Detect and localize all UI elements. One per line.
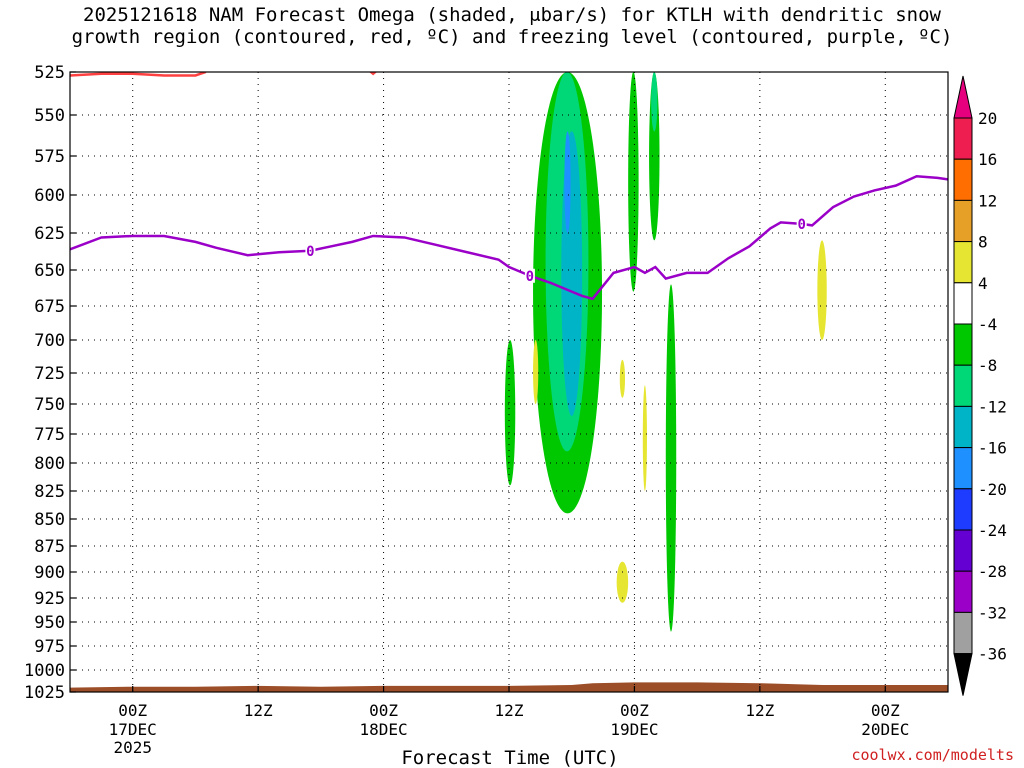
- x-axis-label: Forecast Time (UTC): [401, 747, 618, 768]
- freezing-level-label-0: 0: [306, 244, 314, 260]
- y-tick-label-925: 925: [34, 589, 65, 609]
- colorbar-segment-0: [953, 117, 973, 160]
- omega-region-4: [564, 131, 571, 233]
- x-tick-label-42: 12Z: [495, 701, 524, 720]
- colorbar-label-5: -4: [978, 315, 997, 334]
- colorbar-segment-5: [953, 323, 973, 366]
- title-line-1: 2025121618 NAM Forecast Omega (shaded, μ…: [83, 4, 941, 26]
- x-tick-year-6: 2025: [113, 738, 152, 757]
- colorbar-segment-7: [953, 405, 973, 449]
- watermark: coolwx.com/modelts: [851, 746, 1014, 764]
- x-tick-label-6: 00Z: [118, 701, 147, 720]
- freezing-label-bg-0: [305, 243, 316, 258]
- colorbar-label-3: 8: [978, 233, 988, 252]
- colorbar-label-11: -28: [978, 562, 1007, 581]
- colorbar-segment-1: [953, 158, 973, 201]
- colorbar-label-7: -12: [978, 397, 1007, 416]
- y-tick-label-1000: 1000: [24, 661, 65, 681]
- colorbar-bottom-arrow: [953, 653, 973, 696]
- freezing-level-label-2: 0: [797, 217, 805, 233]
- y-tick-label-725: 725: [34, 364, 65, 384]
- y-tick-label-950: 950: [34, 613, 65, 633]
- freezing-level-line: [70, 175, 948, 301]
- x-tick-date-6: 17DEC: [109, 720, 157, 739]
- colorbar-label-8: -16: [978, 439, 1007, 458]
- y-tick-label-850: 850: [34, 510, 65, 530]
- x-tick-label-66: 12Z: [745, 701, 774, 720]
- dgz-contour-0: [70, 72, 207, 77]
- y-tick-label-900: 900: [34, 563, 65, 583]
- y-tick-label-1025: 1025: [24, 683, 65, 703]
- omega-region-8: [665, 284, 677, 632]
- x-tick-date-30: 18DEC: [359, 720, 407, 739]
- y-tick-label-550: 550: [34, 106, 65, 126]
- omega-region-9: [533, 340, 539, 404]
- colorbar-segment-11: [953, 570, 973, 613]
- x-tick-label-30: 00Z: [369, 701, 398, 720]
- colorbar-segment-12: [953, 611, 973, 655]
- colorbar-label-1: 16: [978, 150, 997, 169]
- dgz-contour-1: [369, 72, 378, 76]
- colorbar: 20 16 12 8 4 -4 -8 -12 -16 -20 -24 -28 -32 -36: [953, 75, 1007, 696]
- y-tick-label-675: 675: [34, 297, 65, 317]
- omega-region-13: [616, 561, 629, 603]
- colorbar-label-10: -24: [978, 521, 1007, 540]
- y-tick-label-525: 525: [34, 63, 65, 83]
- omega-region-7: [651, 72, 658, 132]
- y-tick-label-625: 625: [34, 224, 65, 244]
- omega-region-3: [561, 131, 583, 416]
- y-tick-label-700: 700: [34, 331, 65, 351]
- omega-region-12: [817, 240, 827, 340]
- colorbar-segment-3: [953, 241, 973, 284]
- x-tick-label-78: 00Z: [871, 701, 900, 720]
- y-tick-label-975: 975: [34, 637, 65, 657]
- colorbar-label-6: -8: [978, 356, 997, 375]
- colorbar-segment-4: [953, 282, 973, 325]
- x-tick-date-54: 19DEC: [610, 720, 658, 739]
- y-tick-label-800: 800: [34, 454, 65, 474]
- freezing-label-bg-1: [524, 268, 535, 283]
- colorbar-segment-10: [953, 529, 973, 572]
- y-tick-label-750: 750: [34, 395, 65, 415]
- x-tick-label-54: 00Z: [620, 701, 649, 720]
- colorbar-segment-2: [953, 199, 973, 243]
- y-tick-label-650: 650: [34, 261, 65, 281]
- x-tick-label-18: 12Z: [244, 701, 273, 720]
- y-tick-label-875: 875: [34, 537, 65, 557]
- y-tick-label-825: 825: [34, 482, 65, 502]
- x-tick-date-78: 20DEC: [861, 720, 909, 739]
- chart-title: 2025121618 NAM Forecast Omega (shaded, μ…: [0, 4, 1024, 48]
- freezing-label-bg-2: [796, 216, 807, 231]
- y-tick-label-600: 600: [34, 186, 65, 206]
- colorbar-label-4: 4: [978, 274, 988, 293]
- colorbar-segment-9: [953, 488, 973, 531]
- colorbar-label-0: 20: [978, 109, 997, 128]
- colorbar-top-arrow: [953, 75, 973, 119]
- colorbar-segment-6: [953, 364, 973, 407]
- omega-region-10: [619, 359, 626, 398]
- freezing-level-label-1: 0: [526, 269, 534, 285]
- colorbar-label-13: -36: [978, 645, 1007, 664]
- omega-region-0: [504, 340, 516, 486]
- colorbar-label-12: -32: [978, 603, 1007, 622]
- colorbar-label-2: 12: [978, 191, 997, 210]
- omega-region-11: [642, 385, 647, 492]
- axes: 525 550 575 600 625 650 675 700 725 750 775 800 825 8…: [24, 63, 949, 757]
- y-tick-label-775: 775: [34, 425, 65, 445]
- colorbar-segment-8: [953, 447, 973, 490]
- title-line-2: growth region (contoured, red, ºC) and f…: [71, 26, 953, 48]
- y-tick-label-575: 575: [34, 147, 65, 167]
- plot-area: 0 0 0: [70, 72, 948, 692]
- colorbar-label-9: -20: [978, 480, 1007, 499]
- omega-region-5: [628, 72, 639, 292]
